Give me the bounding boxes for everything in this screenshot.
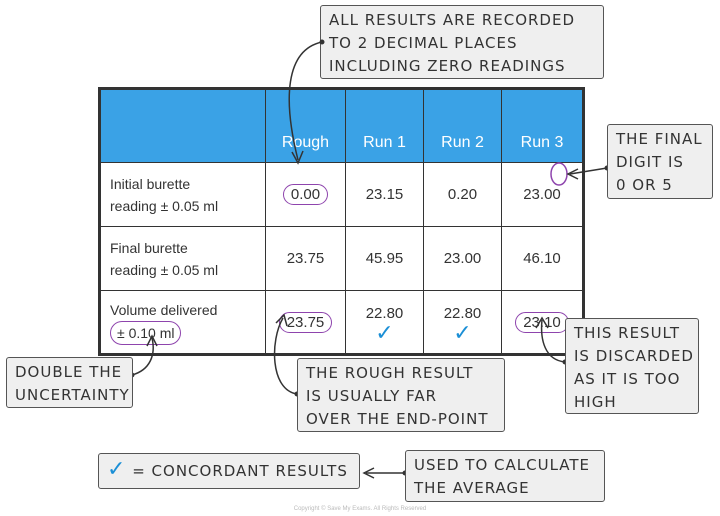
callout-rough-result: THE ROUGH RESULT IS USUALLY FAR OVER THE…	[297, 358, 505, 432]
arrowhead-final-digit	[566, 168, 579, 180]
table-row-final: Final burette reading ± 0.05 ml 23.75 45…	[99, 226, 584, 291]
titration-results-table: Rough Run 1 Run 2 Run 3 Initial burette …	[98, 87, 585, 356]
callout-line: THE AVERAGE	[414, 479, 530, 497]
callout-double-uncertainty: DOUBLE THE UNCERTAINTY	[6, 357, 133, 408]
arrowhead-discarded	[535, 316, 549, 329]
legend-text: = CONCORDANT RESULTS	[132, 462, 348, 480]
arrowhead-average	[362, 467, 375, 479]
callout-line: UNCERTAINTY	[15, 386, 130, 404]
cell-rough: 23.75	[265, 226, 346, 291]
callout-final-digit: THE FINAL DIGIT IS 0 OR 5	[607, 124, 713, 199]
callout-line: 0 OR 5	[616, 176, 673, 194]
header-corner	[99, 88, 266, 163]
circled-value: 0.00	[282, 184, 329, 205]
cell-run-2: 22.80 ✓	[423, 290, 502, 355]
callout-line: ALL RESULTS ARE RECORDED	[329, 11, 575, 29]
cell-rough: 0.00	[265, 162, 346, 227]
arrow-rough	[273, 317, 298, 395]
callout-line: INCLUDING ZERO READINGS	[329, 57, 566, 75]
callout-average: USED TO CALCULATE THE AVERAGE	[405, 450, 605, 502]
cell-run-1: 45.95	[345, 226, 424, 291]
callout-discarded: THIS RESULT IS DISCARDED AS IT IS TOO HI…	[565, 318, 699, 414]
callout-line: USED TO CALCULATE	[414, 456, 591, 474]
cell-rough: 23.75	[265, 290, 346, 355]
circled-value: 23.75	[278, 311, 333, 333]
tick-icon: ✓	[375, 319, 394, 345]
callout-line: THE FINAL	[616, 130, 703, 148]
header-run-2: Run 2	[423, 88, 502, 163]
table-row-volume: Volume delivered ± 0.10 ml 23.75 22.80 ✓…	[99, 290, 584, 355]
arrow-top	[288, 41, 323, 161]
callout-line: THIS RESULT	[574, 324, 681, 342]
callout-line: HIGH	[574, 393, 617, 411]
cell-run-1: 23.15	[345, 162, 424, 227]
callout-line: IS USUALLY FAR	[306, 387, 438, 405]
row-label-line: Initial burette	[110, 175, 191, 192]
table-header-row: Rough Run 1 Run 2 Run 3	[99, 88, 584, 163]
arrowhead-double	[146, 334, 158, 347]
tick-icon: ✓	[107, 457, 127, 482]
table-row-initial: Initial burette reading ± 0.05 ml 0.00 2…	[99, 162, 584, 227]
cell-run-3: 46.10	[501, 226, 584, 291]
final-digit-circle	[550, 162, 568, 186]
cell-value: 22.80	[443, 304, 482, 322]
row-label-line: reading ± 0.05 ml	[110, 197, 219, 214]
cell-run-2: 0.20	[423, 162, 502, 227]
row-label-line-wrap: ± 0.10 ml	[110, 321, 265, 345]
tick-icon: ✓	[453, 319, 472, 345]
callout-line: DIGIT IS	[616, 153, 684, 171]
arrow-double	[131, 337, 154, 376]
arrowhead-top	[291, 150, 304, 165]
row-label: Initial burette reading ± 0.05 ml	[99, 162, 266, 227]
arrow-final-digit	[569, 167, 608, 175]
cell-value: 22.80	[365, 304, 404, 322]
callout-line: IS DISCARDED	[574, 347, 694, 365]
row-label-line: Final burette	[110, 239, 188, 256]
cell-run-1: 22.80 ✓	[345, 290, 424, 355]
callout-line: DOUBLE THE	[15, 363, 123, 381]
row-label-line: Volume delivered	[110, 302, 218, 318]
legend-concordant: ✓ = CONCORDANT RESULTS	[98, 453, 360, 489]
copyright-text: Copyright © Save My Exams. All Rights Re…	[293, 506, 427, 512]
arrow-discarded	[540, 319, 566, 363]
circled-uncertainty: ± 0.10 ml	[110, 321, 182, 345]
arrowhead-rough	[275, 313, 288, 327]
callout-line: TO 2 DECIMAL PLACES	[329, 34, 518, 52]
callout-line: OVER THE END-POINT	[306, 410, 489, 428]
callout-line: THE ROUGH RESULT	[306, 364, 474, 382]
cell-run-2: 23.00	[423, 226, 502, 291]
header-run-3: Run 3	[501, 88, 584, 163]
callout-decimal-places: ALL RESULTS ARE RECORDED TO 2 DECIMAL PL…	[320, 5, 604, 79]
row-label-line: reading ± 0.05 ml	[110, 261, 219, 278]
legend-row: ✓ = CONCORDANT RESULTS	[107, 457, 351, 485]
callout-line: AS IT IS TOO	[574, 370, 681, 388]
